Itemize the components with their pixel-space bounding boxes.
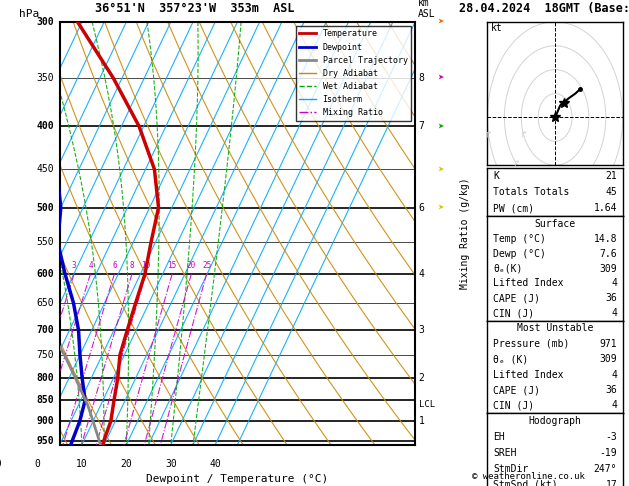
Legend: Temperature, Dewpoint, Parcel Trajectory, Dry Adiabat, Wet Adiabat, Isotherm, Mi: Temperature, Dewpoint, Parcel Trajectory…	[296, 26, 411, 121]
Text: 36: 36	[606, 385, 617, 395]
Text: θₑ (K): θₑ (K)	[493, 354, 528, 364]
Text: 14.8: 14.8	[594, 234, 617, 243]
Text: 2: 2	[419, 373, 425, 383]
Text: Surface: Surface	[535, 219, 576, 229]
Text: ↱: ↱	[486, 129, 491, 139]
Text: Lifted Index: Lifted Index	[493, 370, 564, 380]
Text: 8: 8	[419, 73, 425, 83]
Text: 10: 10	[142, 260, 150, 270]
Text: 900: 900	[37, 416, 55, 426]
Text: 4: 4	[419, 269, 425, 279]
Text: PW (cm): PW (cm)	[493, 203, 534, 213]
Text: CIN (J): CIN (J)	[493, 400, 534, 410]
Text: 17: 17	[606, 480, 617, 486]
Text: 247°: 247°	[594, 464, 617, 474]
Text: -19: -19	[599, 448, 617, 458]
Text: CAPE (J): CAPE (J)	[493, 385, 540, 395]
Text: 309: 309	[599, 263, 617, 274]
Text: 7.6: 7.6	[599, 248, 617, 259]
Text: 450: 450	[37, 164, 55, 174]
Text: © weatheronline.co.uk: © weatheronline.co.uk	[472, 472, 585, 481]
Text: Temp (°C): Temp (°C)	[493, 234, 546, 243]
Text: 40: 40	[209, 459, 221, 469]
Text: 971: 971	[599, 339, 617, 349]
Text: K: K	[493, 171, 499, 181]
Text: 500: 500	[37, 203, 55, 212]
Text: 45: 45	[606, 187, 617, 197]
Text: Dewpoint / Temperature (°C): Dewpoint / Temperature (°C)	[147, 474, 328, 484]
Text: ➤: ➤	[437, 73, 443, 83]
Text: -10: -10	[0, 459, 2, 469]
Text: 309: 309	[599, 354, 617, 364]
Text: Pressure (mb): Pressure (mb)	[493, 339, 569, 349]
Text: 300: 300	[37, 17, 55, 27]
Text: StmDir: StmDir	[493, 464, 528, 474]
Text: km
ASL: km ASL	[418, 0, 436, 19]
Text: kt: kt	[491, 23, 503, 34]
Text: EH: EH	[493, 432, 504, 442]
Text: ➤: ➤	[437, 203, 443, 212]
Text: StmSpd (kt): StmSpd (kt)	[493, 480, 557, 486]
Text: Dewp (°C): Dewp (°C)	[493, 248, 546, 259]
Text: 4: 4	[611, 370, 617, 380]
Text: LCL: LCL	[419, 400, 435, 409]
Text: 650: 650	[37, 298, 55, 308]
Text: ➤: ➤	[437, 17, 443, 27]
Text: 350: 350	[37, 73, 55, 83]
Text: 600: 600	[37, 269, 55, 279]
Text: 4: 4	[611, 308, 617, 318]
Text: ↱: ↱	[513, 158, 519, 169]
Text: 36°51'N  357°23'W  353m  ASL: 36°51'N 357°23'W 353m ASL	[95, 1, 294, 15]
Text: 28.04.2024  18GMT (Base: 00): 28.04.2024 18GMT (Base: 00)	[459, 1, 629, 15]
Text: CAPE (J): CAPE (J)	[493, 294, 540, 303]
Text: 21: 21	[606, 171, 617, 181]
Text: 4: 4	[611, 400, 617, 410]
Text: 6: 6	[112, 260, 117, 270]
Text: ↱: ↱	[520, 129, 526, 139]
Text: Lifted Index: Lifted Index	[493, 278, 564, 289]
Text: ➤: ➤	[437, 122, 443, 131]
Text: -3: -3	[606, 432, 617, 442]
Text: 7: 7	[419, 122, 425, 131]
Text: CIN (J): CIN (J)	[493, 308, 534, 318]
Text: 10: 10	[76, 459, 88, 469]
Text: 20: 20	[121, 459, 132, 469]
Text: 8: 8	[130, 260, 135, 270]
Text: 550: 550	[37, 237, 55, 247]
Text: Mixing Ratio (g/kg): Mixing Ratio (g/kg)	[460, 177, 470, 289]
Text: 0: 0	[35, 459, 40, 469]
Text: 6: 6	[419, 203, 425, 212]
Text: 850: 850	[37, 396, 55, 405]
Text: 950: 950	[37, 436, 55, 446]
Text: 1.64: 1.64	[594, 203, 617, 213]
Text: 15: 15	[167, 260, 177, 270]
Text: 20: 20	[187, 260, 196, 270]
Text: 3: 3	[72, 260, 77, 270]
Text: Most Unstable: Most Unstable	[517, 324, 593, 333]
Text: ➤: ➤	[437, 164, 443, 174]
Text: 4: 4	[88, 260, 93, 270]
Text: hPa: hPa	[19, 9, 39, 19]
Text: SREH: SREH	[493, 448, 516, 458]
Text: 750: 750	[37, 350, 55, 360]
Text: 400: 400	[37, 122, 55, 131]
Text: 30: 30	[165, 459, 177, 469]
Text: Hodograph: Hodograph	[528, 416, 582, 426]
Text: 4: 4	[611, 278, 617, 289]
Text: 1: 1	[419, 416, 425, 426]
Text: 700: 700	[37, 325, 55, 335]
Text: 25: 25	[202, 260, 211, 270]
Text: 3: 3	[419, 325, 425, 335]
Text: 800: 800	[37, 373, 55, 383]
Text: θₑ(K): θₑ(K)	[493, 263, 522, 274]
Text: Totals Totals: Totals Totals	[493, 187, 569, 197]
Text: 36: 36	[606, 294, 617, 303]
